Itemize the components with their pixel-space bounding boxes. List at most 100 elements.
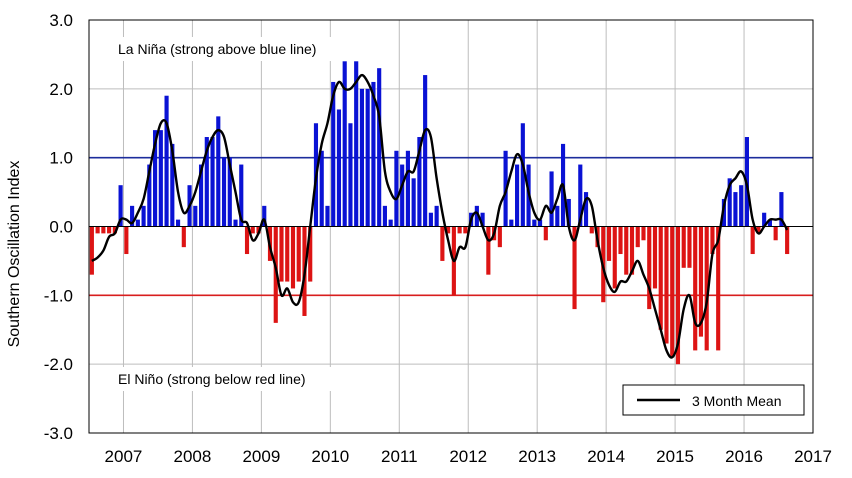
soi-bar xyxy=(612,226,617,289)
soi-bar xyxy=(204,137,209,227)
soi-bar xyxy=(227,157,232,227)
soi-bar xyxy=(509,219,514,227)
x-tick-label: 2017 xyxy=(794,447,832,466)
soi-bar xyxy=(181,226,186,248)
soi-bar xyxy=(101,226,106,234)
soi-bar xyxy=(262,205,267,227)
soi-bar xyxy=(285,226,290,282)
soi-bar xyxy=(486,226,491,275)
soi-bar xyxy=(756,226,761,234)
soi-bar xyxy=(423,75,428,227)
y-tick-label: 3.0 xyxy=(49,11,73,30)
x-tick-label: 2014 xyxy=(587,447,625,466)
soi-bar xyxy=(382,205,387,227)
soi-bar xyxy=(606,226,612,261)
x-tick-label: 2009 xyxy=(242,447,280,466)
soi-bar xyxy=(198,164,204,227)
soi-bar xyxy=(698,226,704,337)
y-tick-labels: 3.0 2.0 1.0 0.0 -1.0 -2.0 -3.0 xyxy=(44,11,73,443)
soi-bar xyxy=(359,88,365,227)
soi-bar xyxy=(273,226,278,323)
soi-bar xyxy=(417,137,422,227)
soi-bar xyxy=(290,226,296,289)
soi-bar xyxy=(767,219,772,227)
x-tick-label: 2008 xyxy=(174,447,212,466)
soi-bar xyxy=(405,150,410,227)
soi-bar xyxy=(463,226,468,234)
soi-bar xyxy=(578,164,583,227)
annotation-el-nino: El Niño (strong below red line) xyxy=(118,371,306,387)
soi-bar xyxy=(664,226,669,344)
soi-bar xyxy=(739,185,744,227)
soi-bar xyxy=(158,130,163,227)
three-month-mean-line xyxy=(91,73,789,359)
soi-bar xyxy=(687,226,692,268)
soi-bar xyxy=(239,164,244,227)
soi-bar xyxy=(89,226,94,275)
soi-bar xyxy=(779,192,784,227)
soi-bar xyxy=(457,226,462,234)
soi-bar xyxy=(164,95,169,227)
soi-bar xyxy=(336,109,342,227)
soi-bar xyxy=(210,137,215,227)
soi-bar xyxy=(175,219,181,227)
y-tick-label: 0.0 xyxy=(49,218,73,237)
soi-bar xyxy=(365,88,370,227)
y-tick-label: 1.0 xyxy=(49,149,73,168)
soi-bar xyxy=(446,226,451,234)
annotation-bottom-background xyxy=(110,367,342,391)
y-tick-label: 2.0 xyxy=(49,80,73,99)
soi-bar xyxy=(721,198,727,227)
soi-bar xyxy=(537,219,543,227)
soi-bar xyxy=(658,226,663,330)
soi-bar xyxy=(693,226,698,351)
soi-bar xyxy=(388,219,393,227)
y-tick-label: -3.0 xyxy=(44,424,73,443)
soi-bar xyxy=(497,226,502,248)
legend: 3 Month Mean xyxy=(622,384,805,416)
soi-bar xyxy=(641,226,646,241)
soi-bar xyxy=(153,130,158,227)
soi-bar xyxy=(566,198,571,227)
soi-bar xyxy=(704,226,709,351)
soi-bar xyxy=(296,226,301,282)
soi-bar xyxy=(652,226,658,289)
x-tick-label: 2010 xyxy=(311,447,349,466)
soi-bar xyxy=(331,81,336,227)
soi-bar xyxy=(773,226,778,241)
soi-bar xyxy=(193,205,198,227)
soi-bar xyxy=(549,171,554,227)
soi-bar xyxy=(618,226,623,255)
soi-bar xyxy=(400,164,405,227)
soi-bar xyxy=(785,226,790,255)
soi-bar xyxy=(474,205,479,227)
bars xyxy=(89,61,790,365)
y-tick-label: -2.0 xyxy=(44,355,73,374)
soi-bar xyxy=(216,116,221,227)
soi-bar xyxy=(480,212,485,227)
soi-bar xyxy=(141,205,146,227)
soi-bar xyxy=(716,226,721,351)
soi-bar xyxy=(589,226,594,234)
soi-bar xyxy=(727,178,732,227)
x-tick-label: 2013 xyxy=(518,447,556,466)
soi-bar xyxy=(308,226,313,282)
soi-bar xyxy=(411,178,416,227)
soi-bar xyxy=(520,123,525,227)
soi-bar xyxy=(750,226,755,255)
soi-bar xyxy=(428,212,433,227)
soi-bar xyxy=(371,81,376,227)
soi-bar xyxy=(124,226,129,255)
soi-bar xyxy=(733,192,738,227)
soi-bar xyxy=(532,219,537,227)
soi-bar xyxy=(170,143,175,227)
soi-bar xyxy=(543,226,548,241)
x-tick-label: 2016 xyxy=(725,447,763,466)
annotation-top-background xyxy=(110,37,348,61)
soi-bar xyxy=(629,226,635,275)
x-tick-label: 2015 xyxy=(656,447,694,466)
reference-lines xyxy=(89,156,813,297)
soi-bar xyxy=(354,61,359,227)
soi-bar xyxy=(112,226,117,234)
